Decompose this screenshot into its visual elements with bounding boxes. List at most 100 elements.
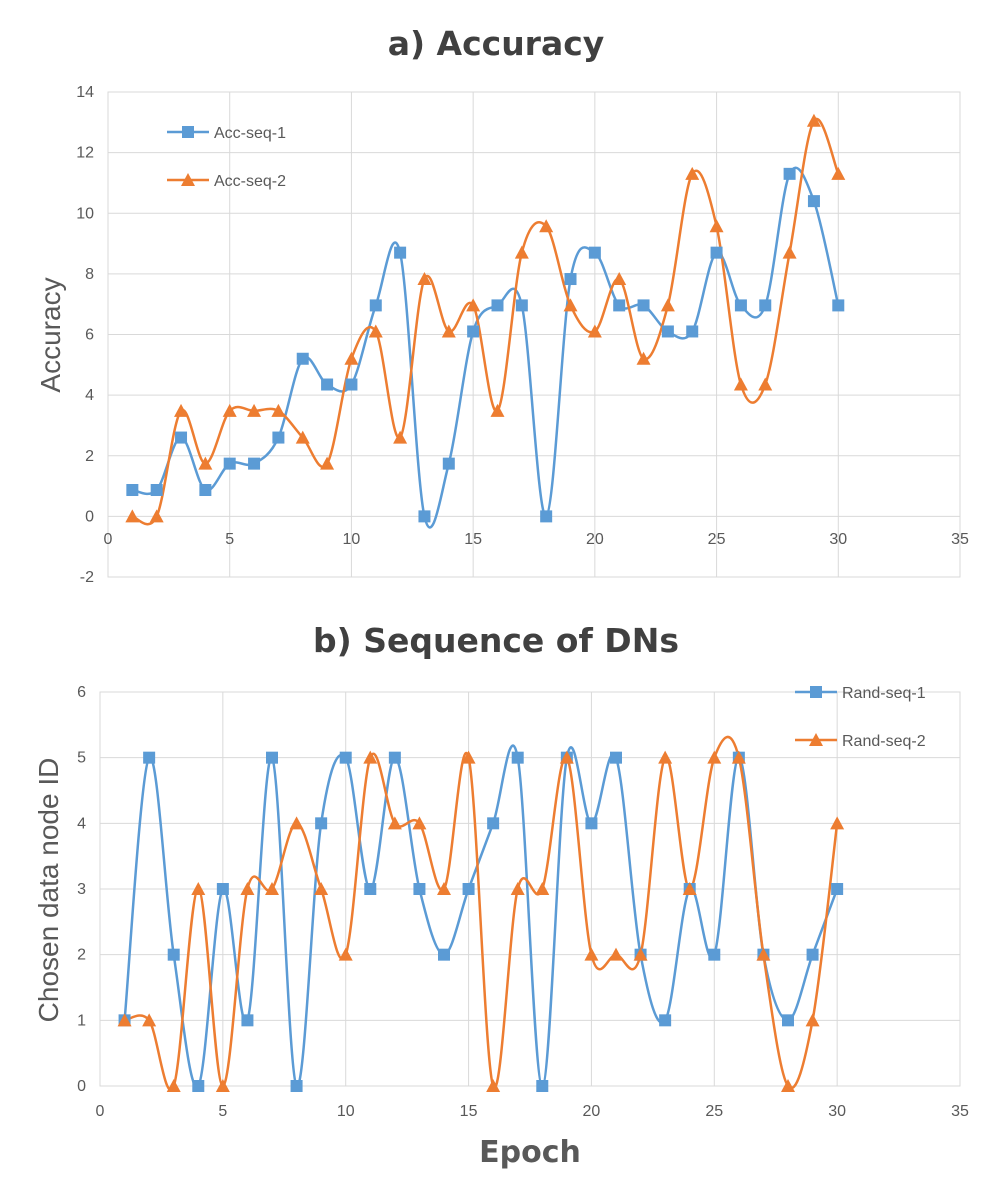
chart-1-y-tick-label: 4 xyxy=(77,815,86,832)
chart-0-series-1-point xyxy=(175,431,188,444)
chart-0-y-tick-label: 10 xyxy=(76,205,94,222)
chart-0-series-1-point xyxy=(394,246,407,259)
chart-1-series-2-point xyxy=(437,882,451,895)
chart-1-x-tick-label: 5 xyxy=(218,1103,227,1120)
chart-0-series-1-line xyxy=(132,166,840,529)
chart-1-series-2-point xyxy=(535,882,550,895)
chart-0-y-tick-label: -2 xyxy=(80,569,94,586)
chart-0-series-1-point xyxy=(467,325,480,338)
chart-0-y-tick-label: 4 xyxy=(85,387,94,404)
chart-1-series-2-point xyxy=(584,947,599,961)
chart-0-x-tick-label: 10 xyxy=(343,531,361,548)
chart-a: -2 0 2 4 6 8 10 12 14 0 5 10 15 20 25 30 35 Acc-seq-1 Acc-… xyxy=(76,84,969,586)
chart-1-series-1-point xyxy=(806,948,819,961)
chart-1-series-2-point xyxy=(781,1079,795,1092)
chart-1-series-2-point xyxy=(830,816,845,830)
chart-0-x-tick-label: 5 xyxy=(225,531,234,548)
chart-1-series-2-point xyxy=(805,1013,820,1027)
chart-0-series-1-point xyxy=(345,378,358,391)
chart-0-series-2-point xyxy=(198,456,213,470)
chart-0-legend-label-1: Acc-seq-1 xyxy=(214,125,286,142)
chart-1-series-2-point xyxy=(363,750,378,764)
chart-1-series-1-point xyxy=(462,883,475,895)
chart-0-y-tick-label: 14 xyxy=(76,84,94,101)
chart-1-series-2-point xyxy=(240,882,255,895)
chart-1-series-2-point xyxy=(731,750,746,764)
chart-0-legend-marker-2 xyxy=(181,173,195,186)
chart-b-x-axis-label: Epoch xyxy=(479,1135,581,1170)
chart-1-series-1-point xyxy=(511,751,524,764)
chart-0-series-2-point xyxy=(612,272,627,286)
chart-0-series-1-point xyxy=(150,484,163,497)
chart-0-series-1-point xyxy=(588,246,601,259)
chart-0-x-tick-label: 0 xyxy=(104,531,113,548)
chart-0-series-1-point xyxy=(223,457,236,470)
chart-1-series-1-point xyxy=(167,948,180,961)
chart-0-y-tick-label: 2 xyxy=(85,448,94,465)
chart-1-series-1-point xyxy=(610,751,622,764)
chart-0-series-1-point xyxy=(734,299,747,312)
chart-0-series-1-point xyxy=(783,167,796,180)
chart-1-series-1-point xyxy=(438,948,450,961)
chart-1-series-1-point xyxy=(388,751,401,764)
chart-0-series-1-point xyxy=(759,299,772,312)
chart-0-series-1-point xyxy=(661,325,674,338)
chart-1-series-2-point xyxy=(633,947,648,961)
chart-0-series-1-point xyxy=(369,299,382,312)
chart-1-legend-label-2: Rand-seq-2 xyxy=(842,733,926,750)
chart-1-series-1-point xyxy=(708,948,721,961)
chart-1-x-tick-label: 10 xyxy=(337,1103,355,1120)
chart-1-series-2-point xyxy=(387,816,402,830)
chart-0-series-1-point xyxy=(442,457,455,470)
chart-1-series-2-point xyxy=(707,750,722,764)
chart-0-series-2-point xyxy=(733,377,748,391)
chart-1-series-2-line xyxy=(124,735,839,1091)
chart-b-title: b) Sequence of DNs xyxy=(313,621,679,660)
chart-0-series-2-point xyxy=(393,430,408,444)
chart-0-y-tick-label: 6 xyxy=(85,327,94,344)
chart-0-series-2-point xyxy=(587,324,602,338)
chart-0-x-tick-label: 15 xyxy=(464,531,482,548)
chart-1-y-tick-label: 0 xyxy=(77,1078,86,1095)
chart-1-series-1-point xyxy=(364,883,377,895)
chart-0-legend-marker-1 xyxy=(182,126,194,138)
chart-0-series-2-point xyxy=(831,166,846,180)
chart-1-legend-marker-1 xyxy=(810,686,822,698)
chart-1-y-tick-label: 6 xyxy=(77,684,86,701)
chart-0-series-1-point xyxy=(637,299,650,312)
chart-0-series-2-point xyxy=(344,351,359,365)
chart-1-x-tick-label: 25 xyxy=(705,1103,723,1120)
chart-0-series-2-point xyxy=(247,403,262,417)
chart-0-x-tick-label: 35 xyxy=(951,531,969,548)
chart-0-series-1-point xyxy=(832,299,845,312)
chart-0-series-1-point xyxy=(199,484,212,497)
chart-1-series-2-point xyxy=(682,882,697,895)
chart-0-series-1-point xyxy=(564,273,577,286)
chart-0-series-1-point xyxy=(418,510,431,523)
chart-0-series-2-point xyxy=(806,113,821,127)
chart-1-y-tick-label: 5 xyxy=(77,750,86,767)
chart-0-x-tick-label: 25 xyxy=(708,531,726,548)
chart-1-x-tick-label: 0 xyxy=(96,1103,105,1120)
chart-1-series-2-point xyxy=(412,816,427,830)
chart-0-series-2-point xyxy=(539,219,554,233)
chart-1-series-1-point xyxy=(216,883,229,895)
chart-0-series-2-point xyxy=(782,245,797,259)
chart-0-series-2-point xyxy=(320,456,335,470)
chart-0-x-tick-label: 20 xyxy=(586,531,604,548)
chart-1-series-2-point xyxy=(265,882,279,895)
chart-0-x-tick-label: 30 xyxy=(829,531,847,548)
chart-1-series-1-point xyxy=(487,817,500,830)
chart-0-legend-label-2: Acc-seq-2 xyxy=(214,173,286,190)
chart-0-series-2-point xyxy=(417,272,432,286)
chart-1-x-tick-label: 35 xyxy=(951,1103,969,1120)
chart-1-series-2-point xyxy=(142,1013,157,1027)
chart-0-series-2-point xyxy=(125,509,140,523)
chart-1-y-tick-label: 3 xyxy=(77,881,86,898)
chart-0-series-2-point xyxy=(660,298,675,312)
chart-1-series-2-point xyxy=(314,882,329,895)
chart-1-x-tick-label: 20 xyxy=(583,1103,601,1120)
chart-0-series-2-point xyxy=(295,430,310,444)
chart-0-series-2-point xyxy=(758,377,773,391)
